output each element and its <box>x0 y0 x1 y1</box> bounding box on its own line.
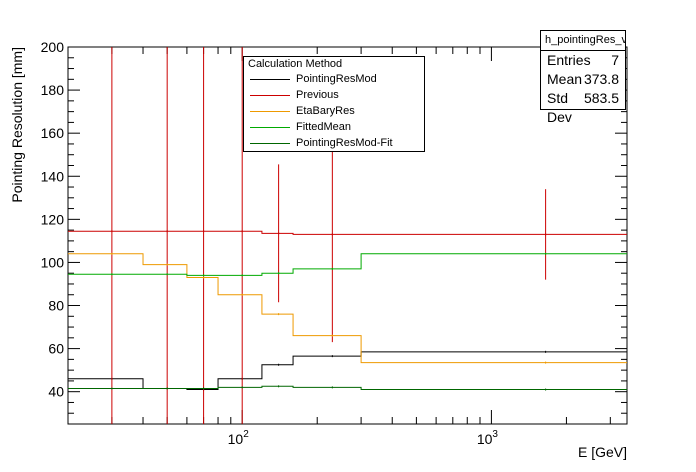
y-tick-label: 80 <box>48 298 64 314</box>
legend-entry-pointingresmod-fit: PointingResMod-Fit <box>244 135 424 151</box>
stats-box: h_pointingRes_vsE__0 Entries 7 Mean 373.… <box>540 30 626 125</box>
y-tick-label: 120 <box>41 211 65 227</box>
stats-value: 373.8 <box>583 71 619 87</box>
legend-entry-previous: Previous <box>244 87 424 103</box>
plot-frame <box>67 46 628 425</box>
legend-label: PointingResMod-Fit <box>296 137 393 149</box>
y-tick-label: 60 <box>48 341 64 357</box>
legend-entry-fittedmean: FittedMean <box>244 119 424 135</box>
legend-label: Previous <box>296 89 339 101</box>
stats-row-stddev: Std Dev 583.5 <box>541 89 625 127</box>
stats-label: Std Dev <box>547 90 572 125</box>
legend-entry-pointingresmod: PointingResMod <box>244 71 424 87</box>
legend-label: PointingResMod <box>296 73 377 85</box>
series-pointingresmod-fit <box>68 385 627 391</box>
legend-swatch <box>250 127 290 128</box>
legend-title: Calculation Method <box>248 58 343 70</box>
series-line <box>68 253 627 364</box>
series-line <box>68 351 627 391</box>
legend-swatch <box>250 111 290 112</box>
x-tick-base: 10 <box>477 431 493 447</box>
y-tick-label: 180 <box>41 82 65 98</box>
x-tick-label: 103 <box>477 429 499 447</box>
stats-row-mean: Mean 373.8 <box>541 70 625 89</box>
legend-entry-etabaryres: EtaBaryRes <box>244 103 424 119</box>
y-tick-label: 100 <box>41 254 65 270</box>
y-axis-label: Pointing Resolution [mm] <box>9 47 25 203</box>
legend: Calculation Method PointingResMod Previo… <box>243 56 425 152</box>
series-line <box>68 230 627 235</box>
stats-value: 7 <box>611 52 619 68</box>
y-tick-label: 200 <box>41 39 65 55</box>
series-line <box>68 253 627 276</box>
y-tick-label: 140 <box>41 168 65 184</box>
x-axis-label: E [GeV] <box>578 444 627 460</box>
legend-label: EtaBaryRes <box>296 105 355 117</box>
stats-title: h_pointingRes_vsE__0 <box>541 31 625 51</box>
stats-label: Entries <box>547 52 591 68</box>
stats-label: Mean <box>547 71 583 87</box>
series-pointingresmod <box>68 350 627 391</box>
legend-label: FittedMean <box>296 121 352 133</box>
x-tick-exponent: 2 <box>243 429 249 440</box>
x-tick-exponent: 3 <box>492 429 498 440</box>
x-tick-base: 10 <box>228 431 244 447</box>
y-tick-label: 160 <box>41 125 65 141</box>
x-tick-label: 102 <box>228 429 250 447</box>
legend-swatch <box>250 79 290 80</box>
series-previous <box>68 47 627 424</box>
y-tick-label: 40 <box>48 384 64 400</box>
legend-swatch <box>250 95 290 96</box>
series-fittedmean <box>68 252 627 277</box>
series-line <box>68 385 627 391</box>
legend-swatch <box>250 143 290 144</box>
stats-value: 583.5 <box>583 90 619 106</box>
stats-row-entries: Entries 7 <box>541 51 625 70</box>
series-etabaryres <box>68 252 627 364</box>
